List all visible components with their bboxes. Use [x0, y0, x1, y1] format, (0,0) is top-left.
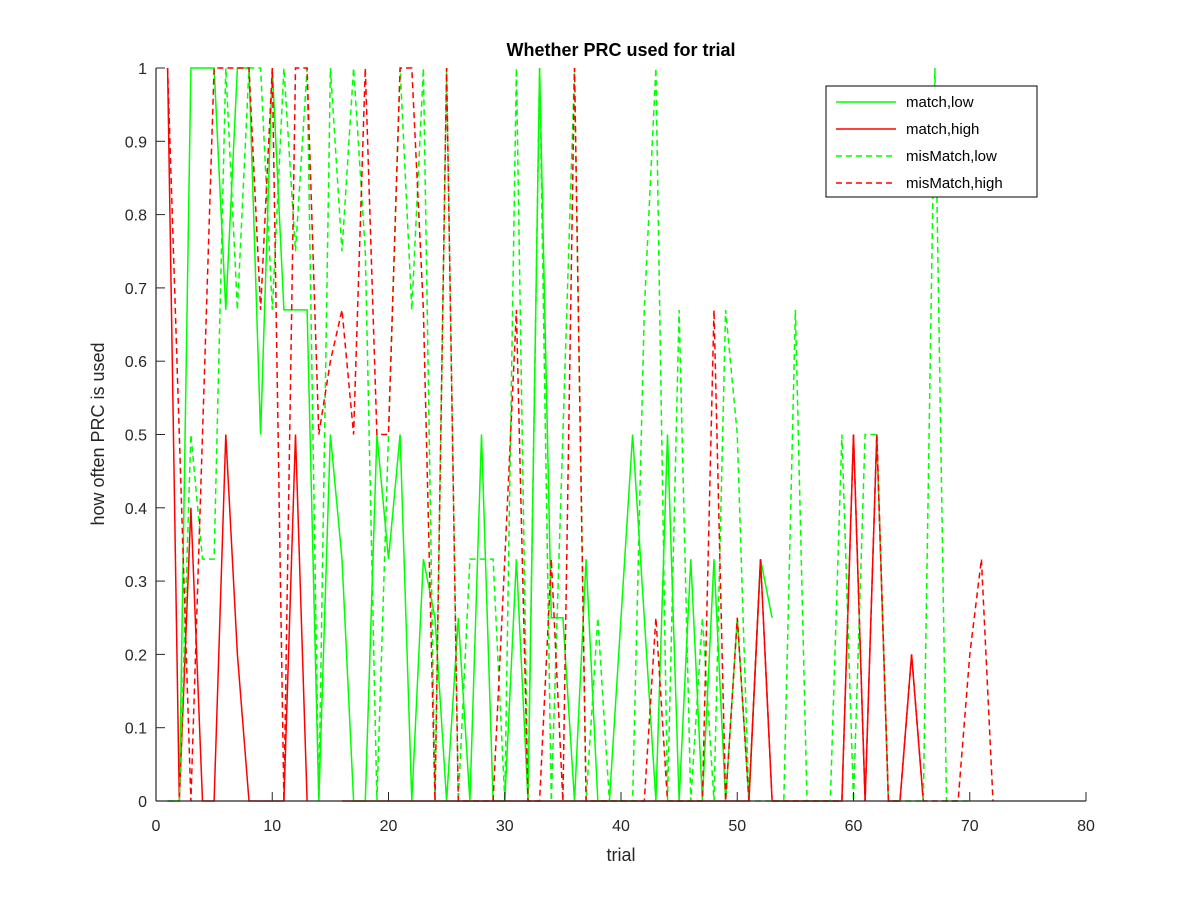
legend: match,low match,high misMatch,low misMatch,… — [825, 85, 1038, 198]
series-line-mismatch-low — [167, 67, 970, 802]
x-axis-label: trial — [606, 845, 635, 865]
x-tick-label: 10 — [263, 818, 281, 835]
x-tick-label: 50 — [728, 818, 746, 835]
x-tick-label: 30 — [496, 818, 514, 835]
series-line-mismatch-high — [166, 67, 994, 802]
x-tick-label: 60 — [845, 818, 863, 835]
chart-title: Whether PRC used for trial — [506, 40, 735, 60]
x-tick-label: 40 — [612, 818, 630, 835]
y-tick-label: 0.6 — [125, 354, 147, 371]
x-tick-label: 80 — [1077, 818, 1095, 835]
axes-layer: 0 10 20 30 40 50 60 70 80 0 0.1 0.2 0.3 0.4 0.5 0.6 0.7 0… — [125, 61, 1095, 835]
y-tick-label: 1 — [138, 61, 147, 78]
legend-label-mismatch-low: misMatch,low — [906, 148, 997, 165]
x-tick-label: 70 — [961, 818, 979, 835]
legend-label-match-high: match,high — [906, 121, 979, 138]
y-axis-label: how often PRC is used — [88, 342, 108, 525]
y-tick-label: 0 — [138, 794, 147, 811]
y-tick-label: 0.7 — [125, 281, 147, 298]
y-tick-label: 0.5 — [125, 428, 147, 445]
legend-label-mismatch-high: misMatch,high — [906, 175, 1003, 192]
legend-label-match-low: match,low — [906, 94, 974, 111]
legend-box — [825, 85, 1038, 198]
y-tick-label: 0.8 — [125, 208, 147, 225]
y-tick-label: 0.4 — [125, 501, 147, 518]
x-tick-label: 0 — [152, 818, 161, 835]
legend-entries: match,low match,high misMatch,low misMatch,… — [836, 94, 1003, 192]
y-tick-label: 0.2 — [125, 647, 147, 664]
x-tick-label: 20 — [380, 818, 398, 835]
y-tick-label: 0.3 — [125, 574, 147, 591]
y-tick-label: 0.9 — [125, 134, 147, 151]
y-tick-label: 0.1 — [125, 721, 147, 738]
